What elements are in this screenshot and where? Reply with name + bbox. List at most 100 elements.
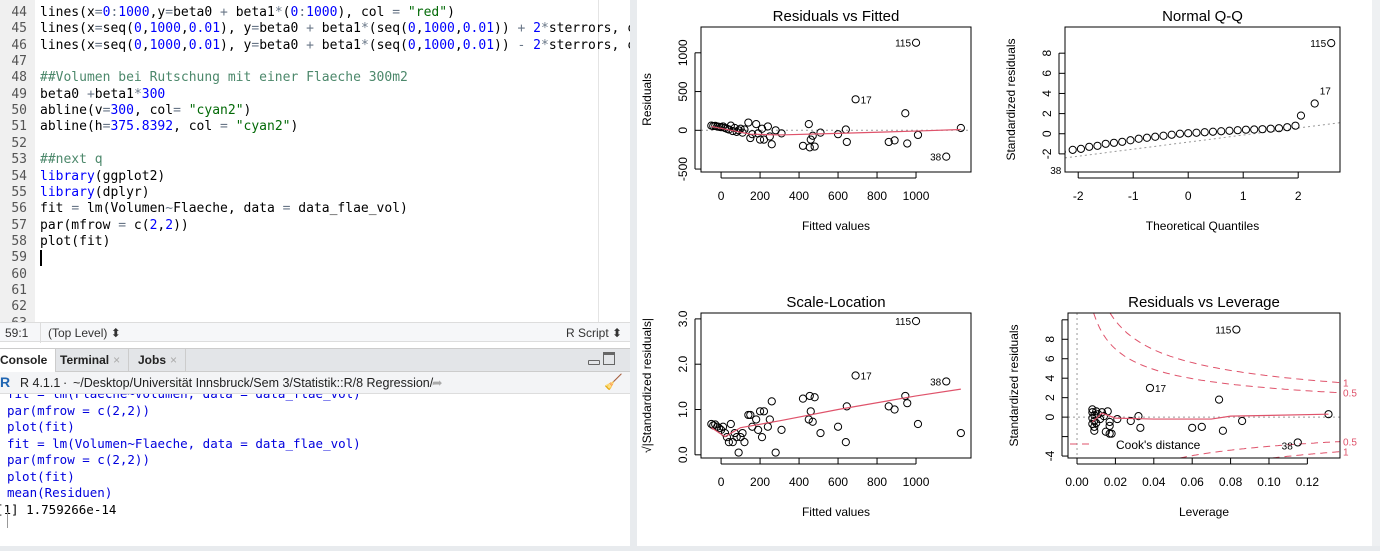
x-tick-label: 0.08 [1219,475,1243,489]
plot-title: Normal Q-Q [1162,8,1243,25]
point-label: 115 [895,39,911,50]
maximize-pane-icon[interactable] [603,352,615,365]
cooks-distance-contour [1109,313,1340,384]
tab-console[interactable]: Console [0,349,57,373]
code-token: 1000 [118,5,150,20]
code-token: * [541,37,549,53]
code-token: fit [40,201,72,217]
data-point [903,399,912,408]
data-point [755,135,765,144]
plot-area [701,38,971,161]
code-token: 300 [110,103,134,119]
source-editor[interactable]: 4445464748495051525354555657585960616263… [0,0,630,322]
x-tick-label: 800 [867,189,887,203]
console-output[interactable]: fit = lm(Flaeche~Volumen, data = data_fl… [0,394,630,534]
code-token: beta0 [259,37,307,53]
code-token: (dplyr) [94,184,150,200]
line-number: 44 [11,5,27,20]
code-token: ) [447,5,455,20]
plot-area [1068,313,1340,458]
code-token: data_flae_vol) [290,201,408,217]
code-token: 1000 [149,21,181,37]
code-token: 0 [407,21,416,37]
cooks-level-label: 0.5 [1343,389,1357,400]
data-point [763,122,772,131]
code-token: = [118,217,127,233]
tab-terminal[interactable]: Terminal × [52,349,130,372]
data-point [956,428,965,438]
go-to-directory-icon[interactable]: ➦ [432,376,443,390]
point-label: 38 [930,153,942,164]
code-token: 0 [290,5,299,20]
code-token: * [360,37,369,53]
data-point [736,433,745,442]
data-point [1238,416,1247,426]
plot-residuals-vs-leverage: Residuals vs Leverage Leverage Standardize… [1007,294,1357,519]
data-point [777,425,786,435]
code-token: beta0 [40,86,87,102]
y-axis-label: Standardized residuals [1007,324,1021,446]
y-tick-label: 4 [1043,375,1057,382]
smoother-line [1091,412,1329,423]
code-token: = [251,21,260,37]
code-token: c( [126,217,150,233]
y-tick-label: 6 [1043,355,1057,362]
data-point [1192,128,1201,137]
code-token: - [517,37,526,53]
code-token: par(mfrow [40,217,119,233]
code-token: = [165,5,174,20]
code-token: )) [494,37,518,53]
y-tick-label: 8 [1043,336,1057,343]
x-tick-label: 0 [718,475,725,489]
code-token: beta0 [173,5,221,20]
code-token: * [133,86,142,102]
code-token: 0.01 [462,37,495,53]
code-token: , [180,37,189,53]
data-point [1136,423,1145,432]
scope-selector[interactable]: (Top Level) ⬍ [48,326,121,340]
code-line: lines(x=seq(0,1000,0.01), y=beta0 + beta… [40,21,630,36]
code-token: , [141,37,150,53]
data-point [1090,422,1099,431]
close-icon[interactable]: × [113,353,121,367]
tab-label: Console [0,353,48,367]
console-header: R R 4.1.1 · ~/Desktop/Universität Innsbr… [0,372,630,394]
cooks-level-label: 1 [1343,448,1349,459]
code-line: ##Volumen bei Rutschung mit einer Flaech… [40,70,408,85]
data-point [1225,126,1234,135]
x-tick-label: 200 [750,189,770,203]
filetype-selector[interactable]: R Script ⬍ [566,326,623,340]
code-token: sterrors, col= [548,37,630,53]
data-point [1167,130,1176,139]
tab-jobs[interactable]: Jobs × [130,349,187,372]
data-point [1296,111,1306,120]
line-number: 57 [11,217,27,233]
data-point [911,38,921,47]
console-tabbar: Console Terminal × Jobs × [0,348,630,373]
code-token: ##next q [40,152,103,168]
data-point [722,433,732,442]
y-axis-label: √|Standardized residuals| [640,318,654,453]
x-tick-label: 1000 [903,189,930,203]
plots-scrollbar[interactable] [1372,0,1380,546]
clear-console-icon[interactable]: 🧹 [604,374,623,391]
data-point [1097,408,1107,417]
data-point [744,118,753,127]
code-token: + [306,37,314,53]
x-axis-label: Fitted values [802,219,870,233]
data-point [1310,99,1319,108]
minimize-pane-icon[interactable] [588,360,600,365]
x-tick-label: 0.00 [1065,475,1089,489]
data-point [833,422,843,431]
close-icon[interactable]: × [170,353,178,367]
data-point [734,126,743,135]
data-point [738,428,747,438]
point-label: 17 [861,372,873,383]
code-line: library(ggplot2) [40,169,165,184]
plot-scale-location: Scale-Location Fitted values √|Standardize… [640,294,972,519]
data-point [833,130,843,139]
data-point [1159,131,1168,140]
data-point [767,140,776,149]
code-token: (seq( [368,21,408,37]
data-point [767,397,776,406]
